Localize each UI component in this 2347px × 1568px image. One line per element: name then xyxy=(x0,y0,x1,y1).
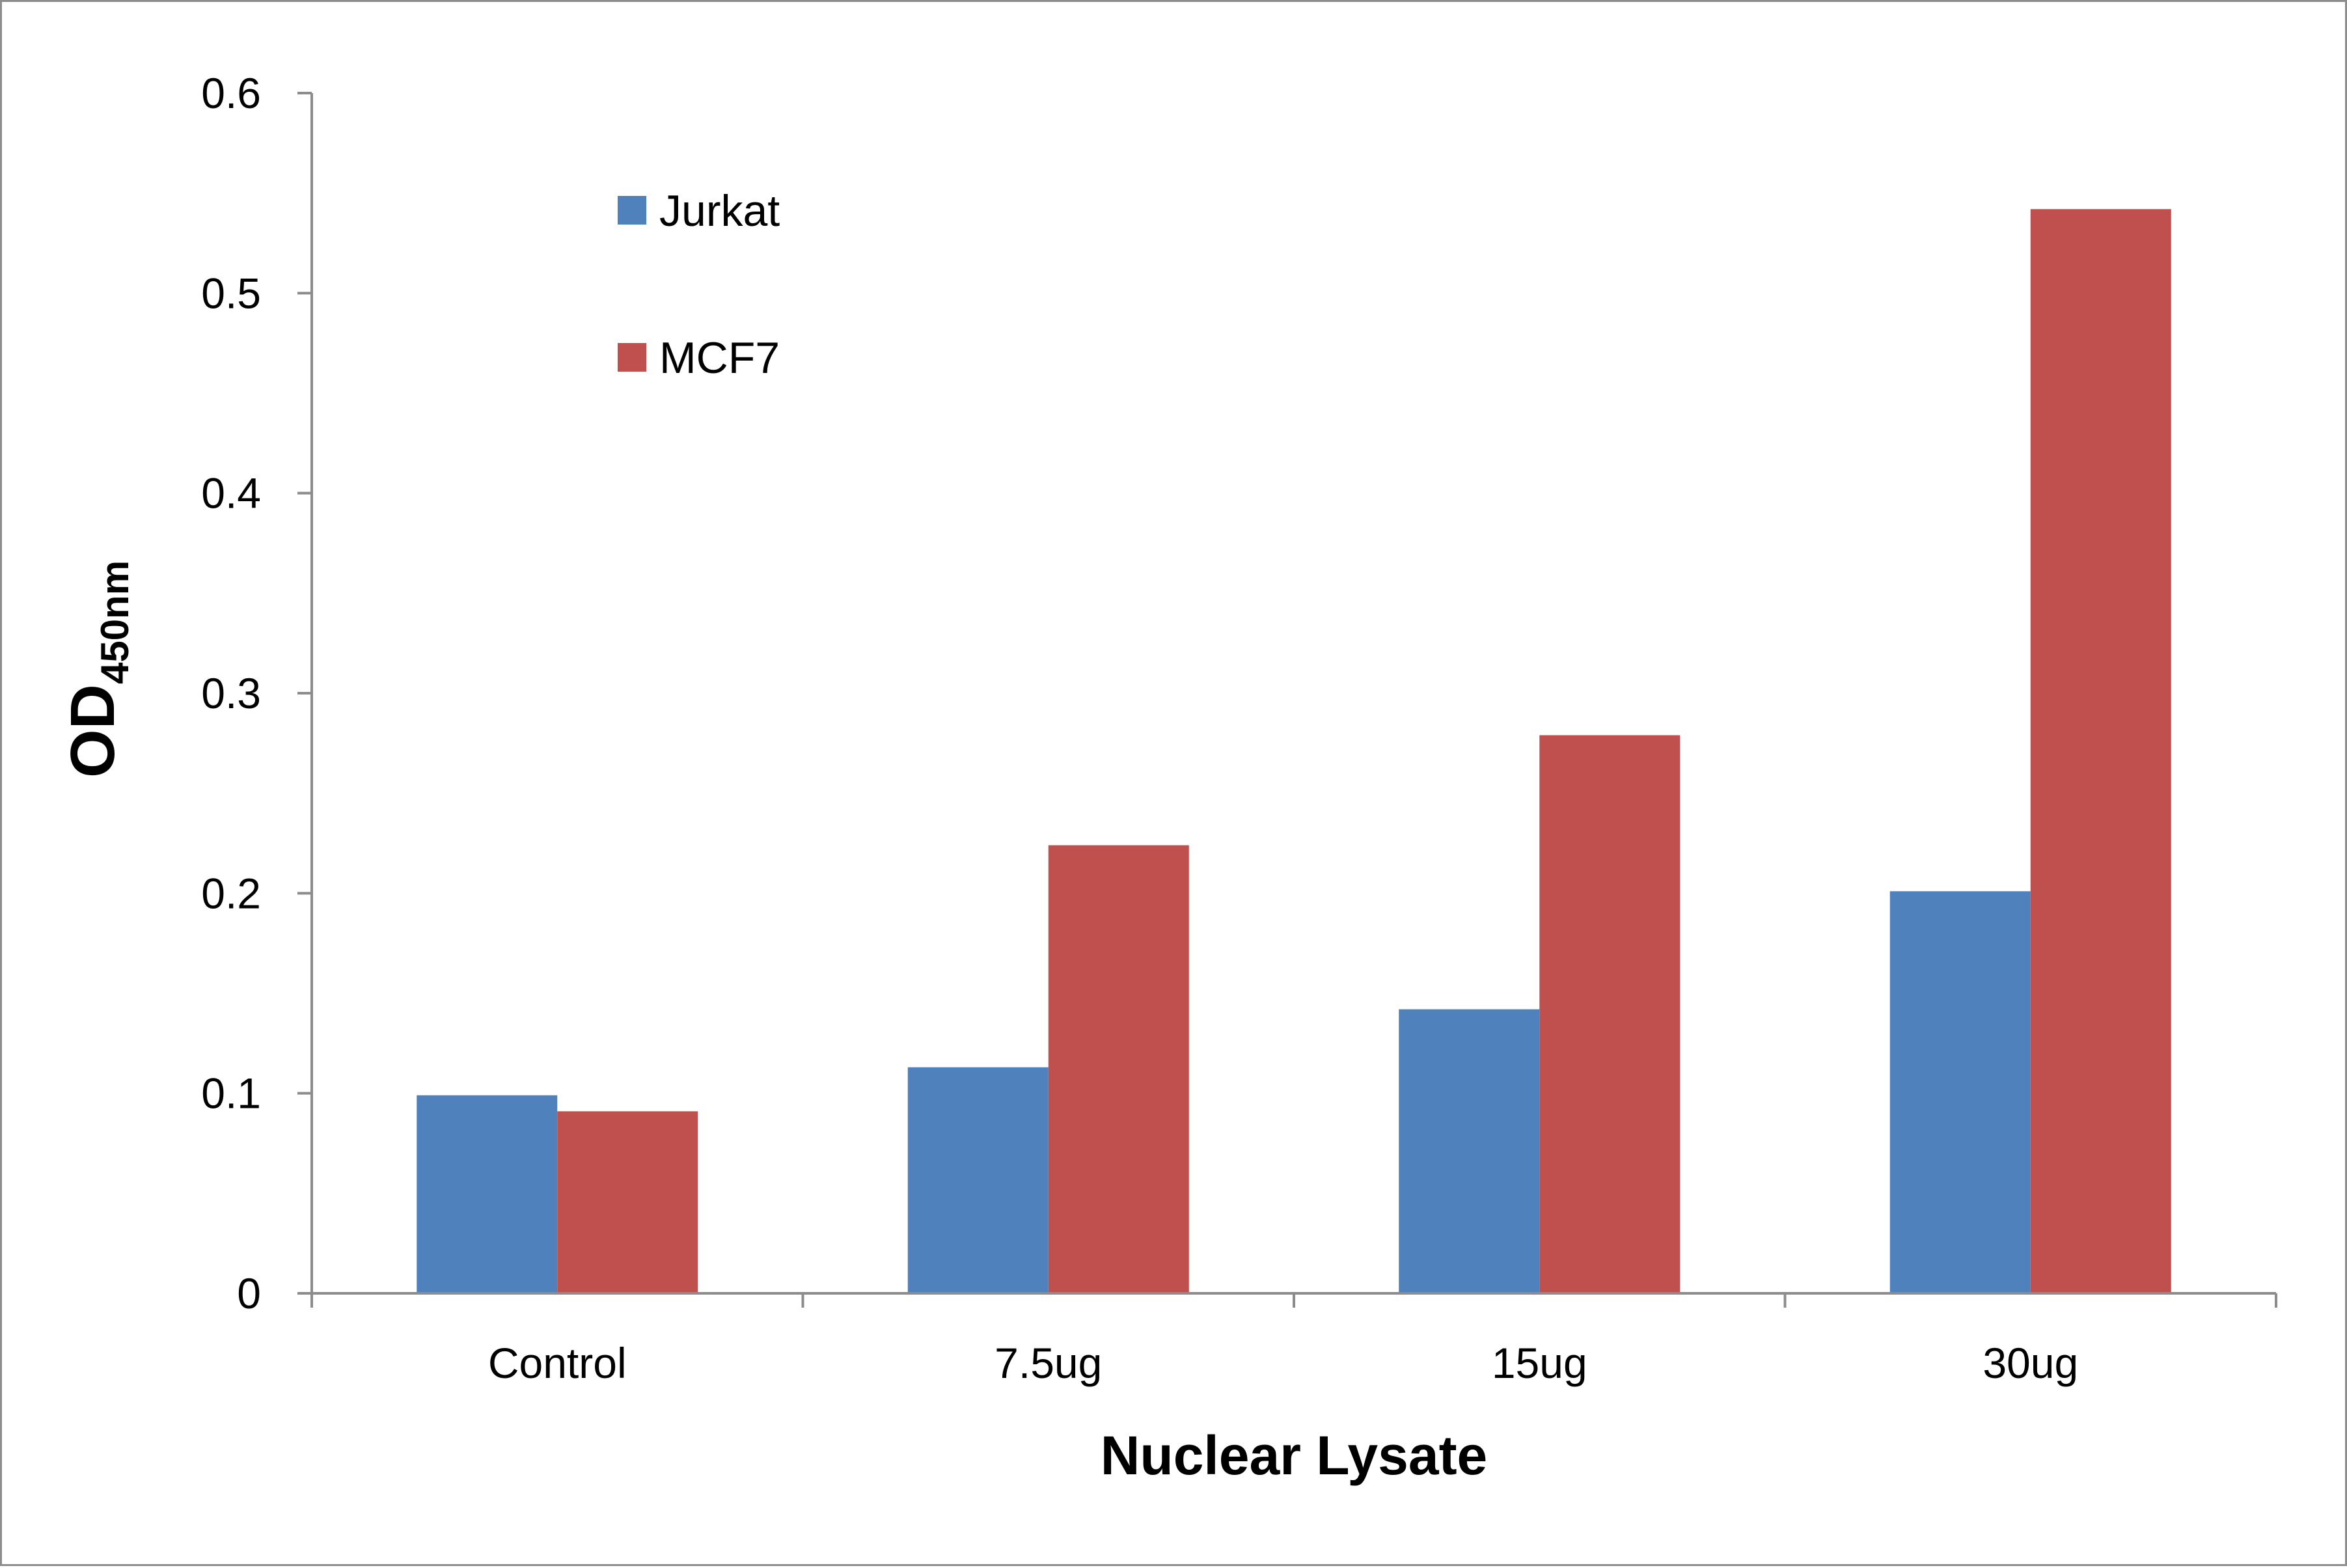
bar-mcf7-30ug xyxy=(2030,209,2171,1294)
y-axis-title: OD450nm xyxy=(58,560,137,778)
x-category-label: 15ug xyxy=(1492,1339,1587,1387)
y-tick-label: 0.1 xyxy=(201,1069,261,1118)
bar-jurkat-30ug xyxy=(1889,891,2031,1293)
bars-layer xyxy=(417,209,2171,1294)
bar-jurkat-7-5ug xyxy=(907,1067,1049,1293)
x-category-label: 30ug xyxy=(1983,1339,2078,1387)
legend: Jurkat MCF7 xyxy=(618,186,780,383)
x-axis-title: Nuclear Lysate xyxy=(1101,1425,1488,1486)
y-tick-label: 0.3 xyxy=(201,669,261,717)
bar-jurkat-control xyxy=(417,1095,558,1293)
axes-layer xyxy=(297,93,2276,1308)
y-tick-label: 0.2 xyxy=(201,869,261,917)
bar-mcf7-15ug xyxy=(1539,735,1681,1293)
x-category-label: 7.5ug xyxy=(995,1339,1102,1387)
y-ticks-layer: 0 0.1 0.2 0.3 0.4 0.5 0.6 xyxy=(201,69,312,1317)
legend-label-jurkat: Jurkat xyxy=(659,186,780,236)
x-ticks-layer: Control 7.5ug 15ug 30ug xyxy=(310,1293,2277,1387)
y-tick-label: 0.6 xyxy=(201,69,261,117)
y-tick-label: 0.5 xyxy=(201,269,261,317)
y-tick-label: 0 xyxy=(237,1269,261,1317)
y-axis-title-main: OD xyxy=(58,684,128,778)
y-axis-title-subscript: 450nm xyxy=(93,560,137,684)
legend-swatch-jurkat xyxy=(618,196,646,225)
legend-swatch-mcf7 xyxy=(618,343,646,372)
bar-jurkat-15ug xyxy=(1399,1009,1540,1293)
legend-label-mcf7: MCF7 xyxy=(659,333,780,383)
bar-mcf7-control xyxy=(557,1111,698,1293)
x-category-label: Control xyxy=(488,1339,627,1387)
bar-mcf7-7-5ug xyxy=(1048,845,1189,1293)
y-tick-label: 0.4 xyxy=(201,469,261,517)
